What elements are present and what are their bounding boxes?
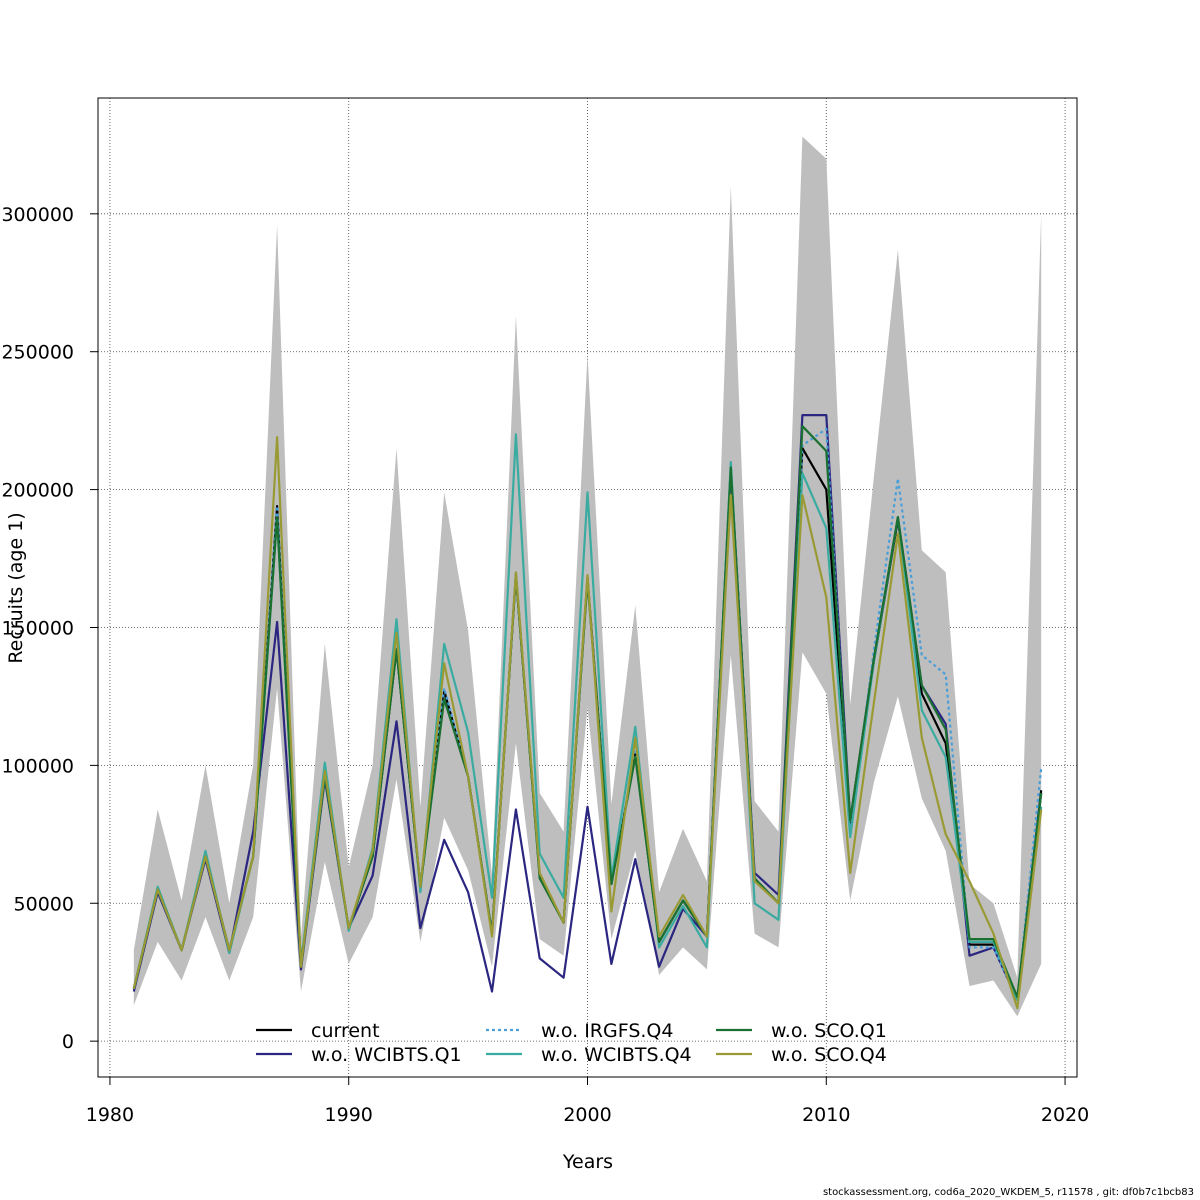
x-tick-label: 1990 xyxy=(325,1104,373,1126)
y-tick-label: 300000 xyxy=(1,204,74,226)
y-tick-label: 100000 xyxy=(1,755,74,777)
x-axis: 1980 1990 2000 2010 2020 xyxy=(86,1076,1089,1126)
legend-label: current xyxy=(311,1020,380,1042)
y-tick-label: 0 xyxy=(62,1031,74,1053)
legend-label: w.o. SCO.Q4 xyxy=(771,1044,887,1066)
y-axis-title: Recruits (age 1) xyxy=(5,512,27,663)
footer-credit: stockassessment.org, cod6a_2020_WKDEM_5,… xyxy=(822,1187,1194,1198)
y-tick-label: 50000 xyxy=(14,893,74,915)
x-tick-label: 1980 xyxy=(86,1104,134,1126)
y-tick-label: 150000 xyxy=(1,617,74,639)
legend-label: w.o. IRGFS.Q4 xyxy=(541,1020,673,1042)
x-tick-label: 2000 xyxy=(563,1104,611,1126)
legend-label: w.o. WCIBTS.Q1 xyxy=(311,1044,462,1066)
series-lines-layer xyxy=(132,414,1043,1010)
y-tick-label: 250000 xyxy=(1,342,74,364)
x-tick-label: 2020 xyxy=(1041,1104,1089,1126)
x-axis-title: Years xyxy=(562,1151,613,1173)
legend-label: w.o. SCO.Q1 xyxy=(771,1020,887,1042)
series-line-6 xyxy=(132,436,1043,1010)
x-tick-label: 2010 xyxy=(802,1104,850,1126)
y-axis: 0 50000 100000 150000 200000 250000 300000 xyxy=(1,204,99,1053)
legend-label: w.o. WCIBTS.Q4 xyxy=(541,1044,692,1066)
y-tick-label: 200000 xyxy=(1,480,74,502)
